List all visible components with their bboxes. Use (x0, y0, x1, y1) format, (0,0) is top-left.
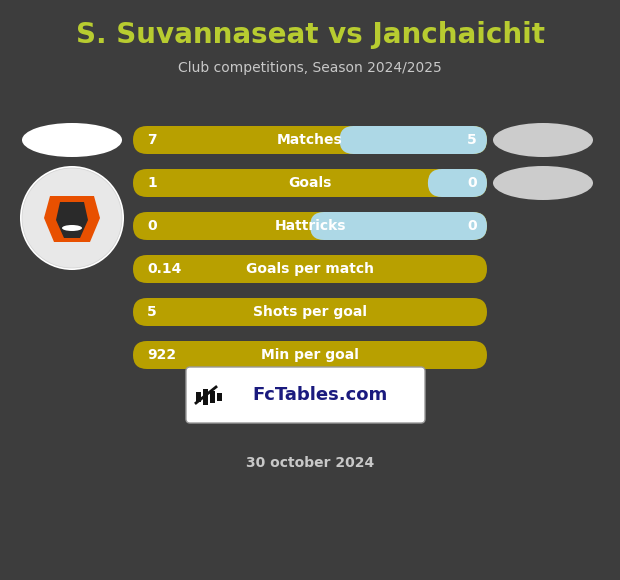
FancyBboxPatch shape (310, 212, 487, 240)
Text: 5: 5 (467, 133, 477, 147)
FancyBboxPatch shape (133, 255, 487, 283)
Text: Min per goal: Min per goal (261, 348, 359, 362)
FancyBboxPatch shape (428, 169, 487, 197)
FancyBboxPatch shape (133, 341, 487, 369)
Text: 5: 5 (147, 305, 157, 319)
Text: Hattricks: Hattricks (274, 219, 346, 233)
Text: 0: 0 (467, 219, 477, 233)
FancyBboxPatch shape (133, 169, 487, 197)
Text: 0: 0 (467, 176, 477, 190)
Text: FcTables.com: FcTables.com (253, 386, 388, 404)
FancyBboxPatch shape (133, 126, 487, 154)
Text: 30 october 2024: 30 october 2024 (246, 456, 374, 470)
Ellipse shape (493, 166, 593, 200)
Text: 922: 922 (147, 348, 176, 362)
Text: 7: 7 (147, 133, 157, 147)
Ellipse shape (22, 123, 122, 157)
Text: S. Suvannaseat vs Janchaichit: S. Suvannaseat vs Janchaichit (76, 21, 544, 49)
Polygon shape (44, 196, 100, 242)
FancyBboxPatch shape (133, 212, 487, 240)
FancyBboxPatch shape (203, 389, 208, 405)
Text: Goals per match: Goals per match (246, 262, 374, 276)
Text: Matches: Matches (277, 133, 343, 147)
Ellipse shape (62, 225, 82, 231)
Ellipse shape (493, 123, 593, 157)
FancyBboxPatch shape (340, 126, 487, 154)
Text: Club competitions, Season 2024/2025: Club competitions, Season 2024/2025 (178, 61, 442, 75)
FancyBboxPatch shape (196, 392, 201, 402)
Text: 1: 1 (147, 176, 157, 190)
Text: 0.14: 0.14 (147, 262, 182, 276)
FancyBboxPatch shape (186, 367, 425, 423)
FancyBboxPatch shape (210, 391, 215, 403)
Polygon shape (56, 202, 88, 238)
Text: 0: 0 (147, 219, 157, 233)
Circle shape (20, 166, 124, 270)
FancyBboxPatch shape (217, 393, 222, 401)
Circle shape (22, 168, 122, 268)
FancyBboxPatch shape (133, 298, 487, 326)
Text: Shots per goal: Shots per goal (253, 305, 367, 319)
Text: Goals: Goals (288, 176, 332, 190)
